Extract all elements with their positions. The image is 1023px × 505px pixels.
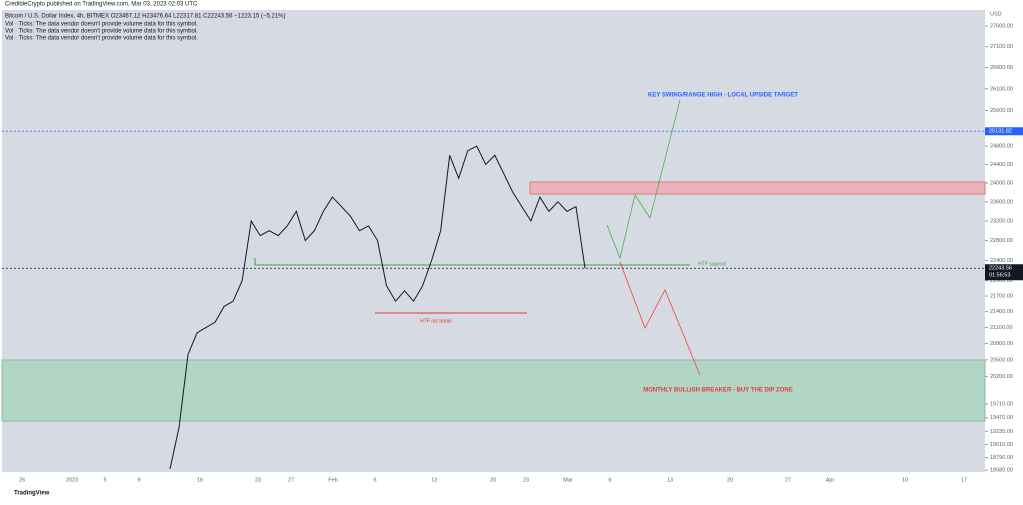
symbol: Bitcoin / U.S. Dollar Index, 4h, BITMEX … <box>5 14 286 20</box>
y-tick-label: 19010.00 <box>990 442 1013 448</box>
x-tick-label: 26 <box>19 477 25 483</box>
y-tick-label: 21400.00 <box>990 309 1013 315</box>
bull-path <box>606 99 681 260</box>
x-tick-label: 5 <box>103 477 106 483</box>
price-label-box <box>985 264 1023 281</box>
x-tick-label: 20 <box>727 477 733 483</box>
footer: TradingView <box>14 491 50 497</box>
y-tick-label: 24400.00 <box>990 162 1013 168</box>
y-tick-label: 22800.00 <box>990 238 1013 244</box>
y-tick-label: 20200.00 <box>990 374 1013 380</box>
x-tick-label: 16 <box>197 477 203 483</box>
x-tick-label: 10 <box>902 477 908 483</box>
note: Vol · Ticks: The data vendor doesn't pro… <box>5 36 198 42</box>
x-tick-label: 23 <box>523 477 529 483</box>
y-tick-label: 19235.00 <box>990 429 1013 435</box>
x-tick-label: 13 <box>431 477 437 483</box>
x-tick-label: Feb <box>328 477 337 483</box>
x-tick-label: Apr <box>826 477 835 483</box>
x-tick-label: 9 <box>137 477 140 483</box>
y-tick-label: 27100.00 <box>990 44 1013 50</box>
x-tick-label: 20 <box>490 477 496 483</box>
price-label-box <box>985 127 1023 136</box>
buy-zone <box>1 359 986 422</box>
y-tick-label: 20800.00 <box>990 341 1013 347</box>
countdown: 01:56:53 <box>989 273 1010 279</box>
y-tick-label: 25600.00 <box>990 108 1013 114</box>
y-tick-label: 26100.00 <box>990 86 1013 92</box>
resistance-zone <box>529 181 986 195</box>
published: CredibleCrypto published on TradingView.… <box>5 2 198 8</box>
x-tick-label: 27 <box>288 477 294 483</box>
y-tick-label: 23600.00 <box>990 199 1013 205</box>
y-tick-label: 21700.00 <box>990 293 1013 299</box>
x-tick-label: 2023 <box>66 477 78 483</box>
x-tick-label: 6 <box>608 477 611 483</box>
y-tick-label: 21100.00 <box>990 325 1013 331</box>
annotation: HTF ms break <box>420 318 452 324</box>
note: Vol · Ticks: The data vendor doesn't pro… <box>5 22 198 28</box>
x-tick-label: 27 <box>785 477 791 483</box>
y-tick-label: 27600.00 <box>990 24 1013 30</box>
x-tick-label: Mar <box>563 477 573 483</box>
y-tick-label: 18790.00 <box>990 455 1013 461</box>
y-tick-label: 24000.00 <box>990 180 1013 186</box>
y-tick-label: 22000.00 <box>990 278 1013 284</box>
x-tick-label: 23 <box>255 477 261 483</box>
annotation: MONTHLY BULLISH BREAKER - BUY THE DIP ZO… <box>643 388 792 394</box>
y-tick-label: 19470.00 <box>990 415 1013 421</box>
y-tick-label: 19710.00 <box>990 401 1013 407</box>
x-tick-label: 17 <box>961 477 967 483</box>
y-tick-label: 24800.00 <box>990 144 1013 150</box>
price-line <box>169 145 586 470</box>
y-tick-label: 26600.00 <box>990 65 1013 71</box>
price-label: 22243.56 <box>989 266 1012 272</box>
price-label: 25131.82 <box>989 129 1012 135</box>
bear-path <box>619 261 701 376</box>
annotation: KEY SWING/RANGE HIGH - LOCAL UPSIDE TARG… <box>648 93 798 99</box>
note: Vol · Ticks: The data vendor doesn't pro… <box>5 29 198 35</box>
annotation: HTF support <box>698 261 726 267</box>
y-tick-label: 23200.00 <box>990 218 1013 224</box>
x-tick-label: 13 <box>667 477 673 483</box>
unit: USD <box>990 11 1002 17</box>
x-tick-label: 6 <box>373 477 376 483</box>
y-tick-label: 22400.00 <box>990 258 1013 264</box>
y-tick-label: 18580.00 <box>990 468 1013 474</box>
y-tick-label: 20500.00 <box>990 357 1013 363</box>
